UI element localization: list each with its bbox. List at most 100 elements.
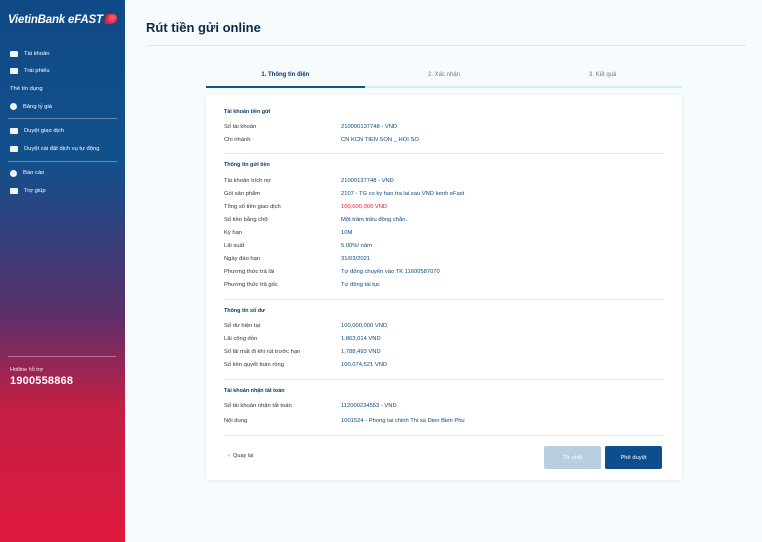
sidebar-item-accounts[interactable]: Tài khoản <box>0 45 125 63</box>
details-card: Tài khoản tiền gửi Số tài khoản 21000013… <box>206 95 682 480</box>
nav-divider <box>8 160 117 162</box>
row-label: Phương thức trả gốc <box>224 282 278 288</box>
row-receiving-account: Số tài khoản nhận tất toán 112000234553 … <box>224 403 664 413</box>
section-divider <box>224 435 664 436</box>
row-value: 100,000,000 VND <box>341 323 388 329</box>
row-branch: Chi nhánh CN KCN TIEN SON _ HOI SO <box>224 137 664 147</box>
row-label: Ngày đáo hạn <box>224 256 261 262</box>
hotline-divider <box>8 356 116 357</box>
settings-icon <box>10 145 18 152</box>
approve-button[interactable]: Phê duyệt <box>605 446 662 469</box>
help-icon <box>10 187 18 194</box>
back-link[interactable]: ‹ Quay lại <box>228 453 254 459</box>
row-label: Số tài khoản <box>224 124 257 130</box>
back-label: Quay lại <box>232 453 254 459</box>
row-value: 1001524 - Phong tai chinh Thi xa Dien Bi… <box>341 418 465 424</box>
wallet-icon <box>10 50 18 57</box>
row-label: Lãi suất <box>224 243 245 249</box>
row-accrued-interest: Lãi cộng dồn 1,863,014 VND <box>224 336 664 346</box>
brand-logo[interactable]: VietinBank eFAST <box>8 14 118 26</box>
step-result: 3. Kết quả <box>523 70 682 88</box>
hotline-number[interactable]: 1900558868 <box>10 375 74 387</box>
row-value: 210000137748 - VND <box>341 124 398 130</box>
row-value: CN KCN TIEN SON _ HOI SO <box>341 137 419 143</box>
row-label: Chi nhánh <box>224 137 251 143</box>
row-value: 100,000,000 VND <box>341 204 388 210</box>
sidebar-item-reports[interactable]: Báo cáo <box>0 165 125 183</box>
row-label: Phương thức trả lãi <box>224 269 275 275</box>
row-interest-lost: Số lãi mất đi khi rút trước hạn 1,788,49… <box>224 349 664 359</box>
row-value: Một trăm triệu đồng chẵn. <box>341 217 408 223</box>
hotline: Hotline hỗ trợ 1900558868 <box>10 367 73 387</box>
step-info: 1. Thông tin điện <box>206 70 365 88</box>
row-label: Số tài khoản nhận tất toán <box>224 403 292 409</box>
chevron-left-icon: ‹ <box>228 453 230 459</box>
row-value: 5.00%/ năm <box>341 243 372 249</box>
section-title-deposit-info: Thông tin gửi tiền <box>224 162 270 168</box>
row-current-balance: Số dư hiện tại 100,000,000 VND <box>224 323 664 333</box>
row-label: Số tiền bằng chữ <box>224 217 269 223</box>
sidebar-item-label: Báo cáo <box>23 170 45 177</box>
row-label: Số tiền quyết toán ròng <box>224 362 284 368</box>
row-label: Tổng số tiền giao dịch <box>224 204 281 210</box>
section-title-deposit-account: Tài khoản tiền gửi <box>224 109 271 115</box>
page-title: Rút tiền gửi online <box>146 20 261 35</box>
section-divider <box>224 379 664 380</box>
sidebar-item-label: Tài khoản <box>24 50 50 57</box>
row-term: Kỳ hạn 10M <box>224 230 664 240</box>
sidebar-item-bonds[interactable]: Trái phiếu <box>0 63 125 81</box>
row-label: Tài khoản trích nợ <box>224 178 271 184</box>
sidebar: VietinBank eFAST Tài khoản Trái phiếu Th… <box>0 0 214 542</box>
sidebar-item-credit-card[interactable]: Thẻ tín dụng <box>0 80 214 145</box>
sidebar-item-label: Trái phiếu <box>24 68 50 75</box>
sidebar-item-label: Bảng tỷ giá <box>23 103 53 110</box>
sidebar-item-label: Duyệt cài đặt dịch vụ tự động <box>24 145 100 152</box>
sidebar-nav: Tài khoản Trái phiếu Thẻ tín dụng Bảng t… <box>0 45 214 200</box>
row-debit-account: Tài khoản trích nợ 21000137748 - VND <box>224 178 664 188</box>
sidebar-item-label: Duyệt giao dịch <box>24 128 64 135</box>
sidebar-item-approve-transactions[interactable]: Duyệt giao dịch <box>0 122 125 140</box>
reject-button[interactable]: Từ chối <box>544 446 601 469</box>
sidebar-item-label: Trợ giúp <box>24 187 46 194</box>
nav-divider <box>8 118 117 120</box>
section-title-receiving-account: Tài khoản nhận tất toán <box>224 388 285 394</box>
section-title-balance: Thông tin số dư <box>224 308 266 314</box>
row-total-amount: Tổng số tiền giao dịch 100,000,000 VND <box>224 204 664 214</box>
row-content: Nội dung 1001524 - Phong tai chinh Thi x… <box>224 418 664 428</box>
row-value: 31/03/2021 <box>341 256 371 262</box>
sidebar-item-label: Thẻ tín dụng <box>10 85 43 92</box>
row-value: 1,788,493 VND <box>341 349 381 355</box>
row-account-number: Số tài khoản 210000137748 - VND <box>224 124 664 134</box>
row-value: 21000137748 - VND <box>341 178 394 184</box>
row-label: Kỳ hạn <box>224 230 243 236</box>
row-product: Gói sản phẩm 2107 - TG co ky han tra lai… <box>224 191 664 201</box>
stepper: 1. Thông tin điện 2. Xác nhận 3. Kết quả <box>206 70 682 88</box>
row-value: 10M <box>341 230 353 236</box>
row-label: Gói sản phẩm <box>224 191 261 197</box>
row-label: Nội dung <box>224 418 248 424</box>
row-interest-method: Phương thức trả lãi Tự động chuyển vào T… <box>224 269 664 279</box>
step-confirm: 2. Xác nhận <box>364 70 524 88</box>
exchange-icon <box>10 103 17 111</box>
row-maturity-date: Ngày đáo hạn 31/03/2021 <box>224 256 664 266</box>
row-value: 112000234553 - VND <box>341 403 397 409</box>
bank-icon <box>10 128 18 135</box>
row-net-settlement: Số tiền quyết toán ròng 100,074,521 VND <box>224 362 664 372</box>
section-divider <box>224 153 664 154</box>
title-divider <box>146 45 746 46</box>
row-amount-in-words: Số tiền bằng chữ Một trăm triệu đồng chẵ… <box>224 217 664 227</box>
hotline-label: Hotline hỗ trợ <box>10 367 44 373</box>
document-icon <box>10 68 18 75</box>
brand-name: VietinBank eFAST <box>8 14 103 26</box>
row-interest-rate: Lãi suất 5.00%/ năm <box>224 243 664 253</box>
row-label: Số dư hiện tại <box>224 323 261 329</box>
row-principal-method: Phương thức trả gốc Tự động tái tục <box>224 282 664 292</box>
row-value: Tự động chuyển vào TK 11600587070 <box>341 269 440 275</box>
section-divider <box>224 299 664 300</box>
sidebar-item-approve-auto-services[interactable]: Duyệt cài đặt dịch vụ tự động <box>0 140 125 158</box>
flag-logo-icon <box>103 14 118 24</box>
sidebar-item-exchange-rates[interactable]: Bảng tỷ giá <box>0 98 125 116</box>
sidebar-item-help[interactable]: Trợ giúp <box>0 182 125 200</box>
row-label: Lãi cộng dồn <box>224 336 258 342</box>
row-value: Tự động tái tục <box>341 282 381 288</box>
